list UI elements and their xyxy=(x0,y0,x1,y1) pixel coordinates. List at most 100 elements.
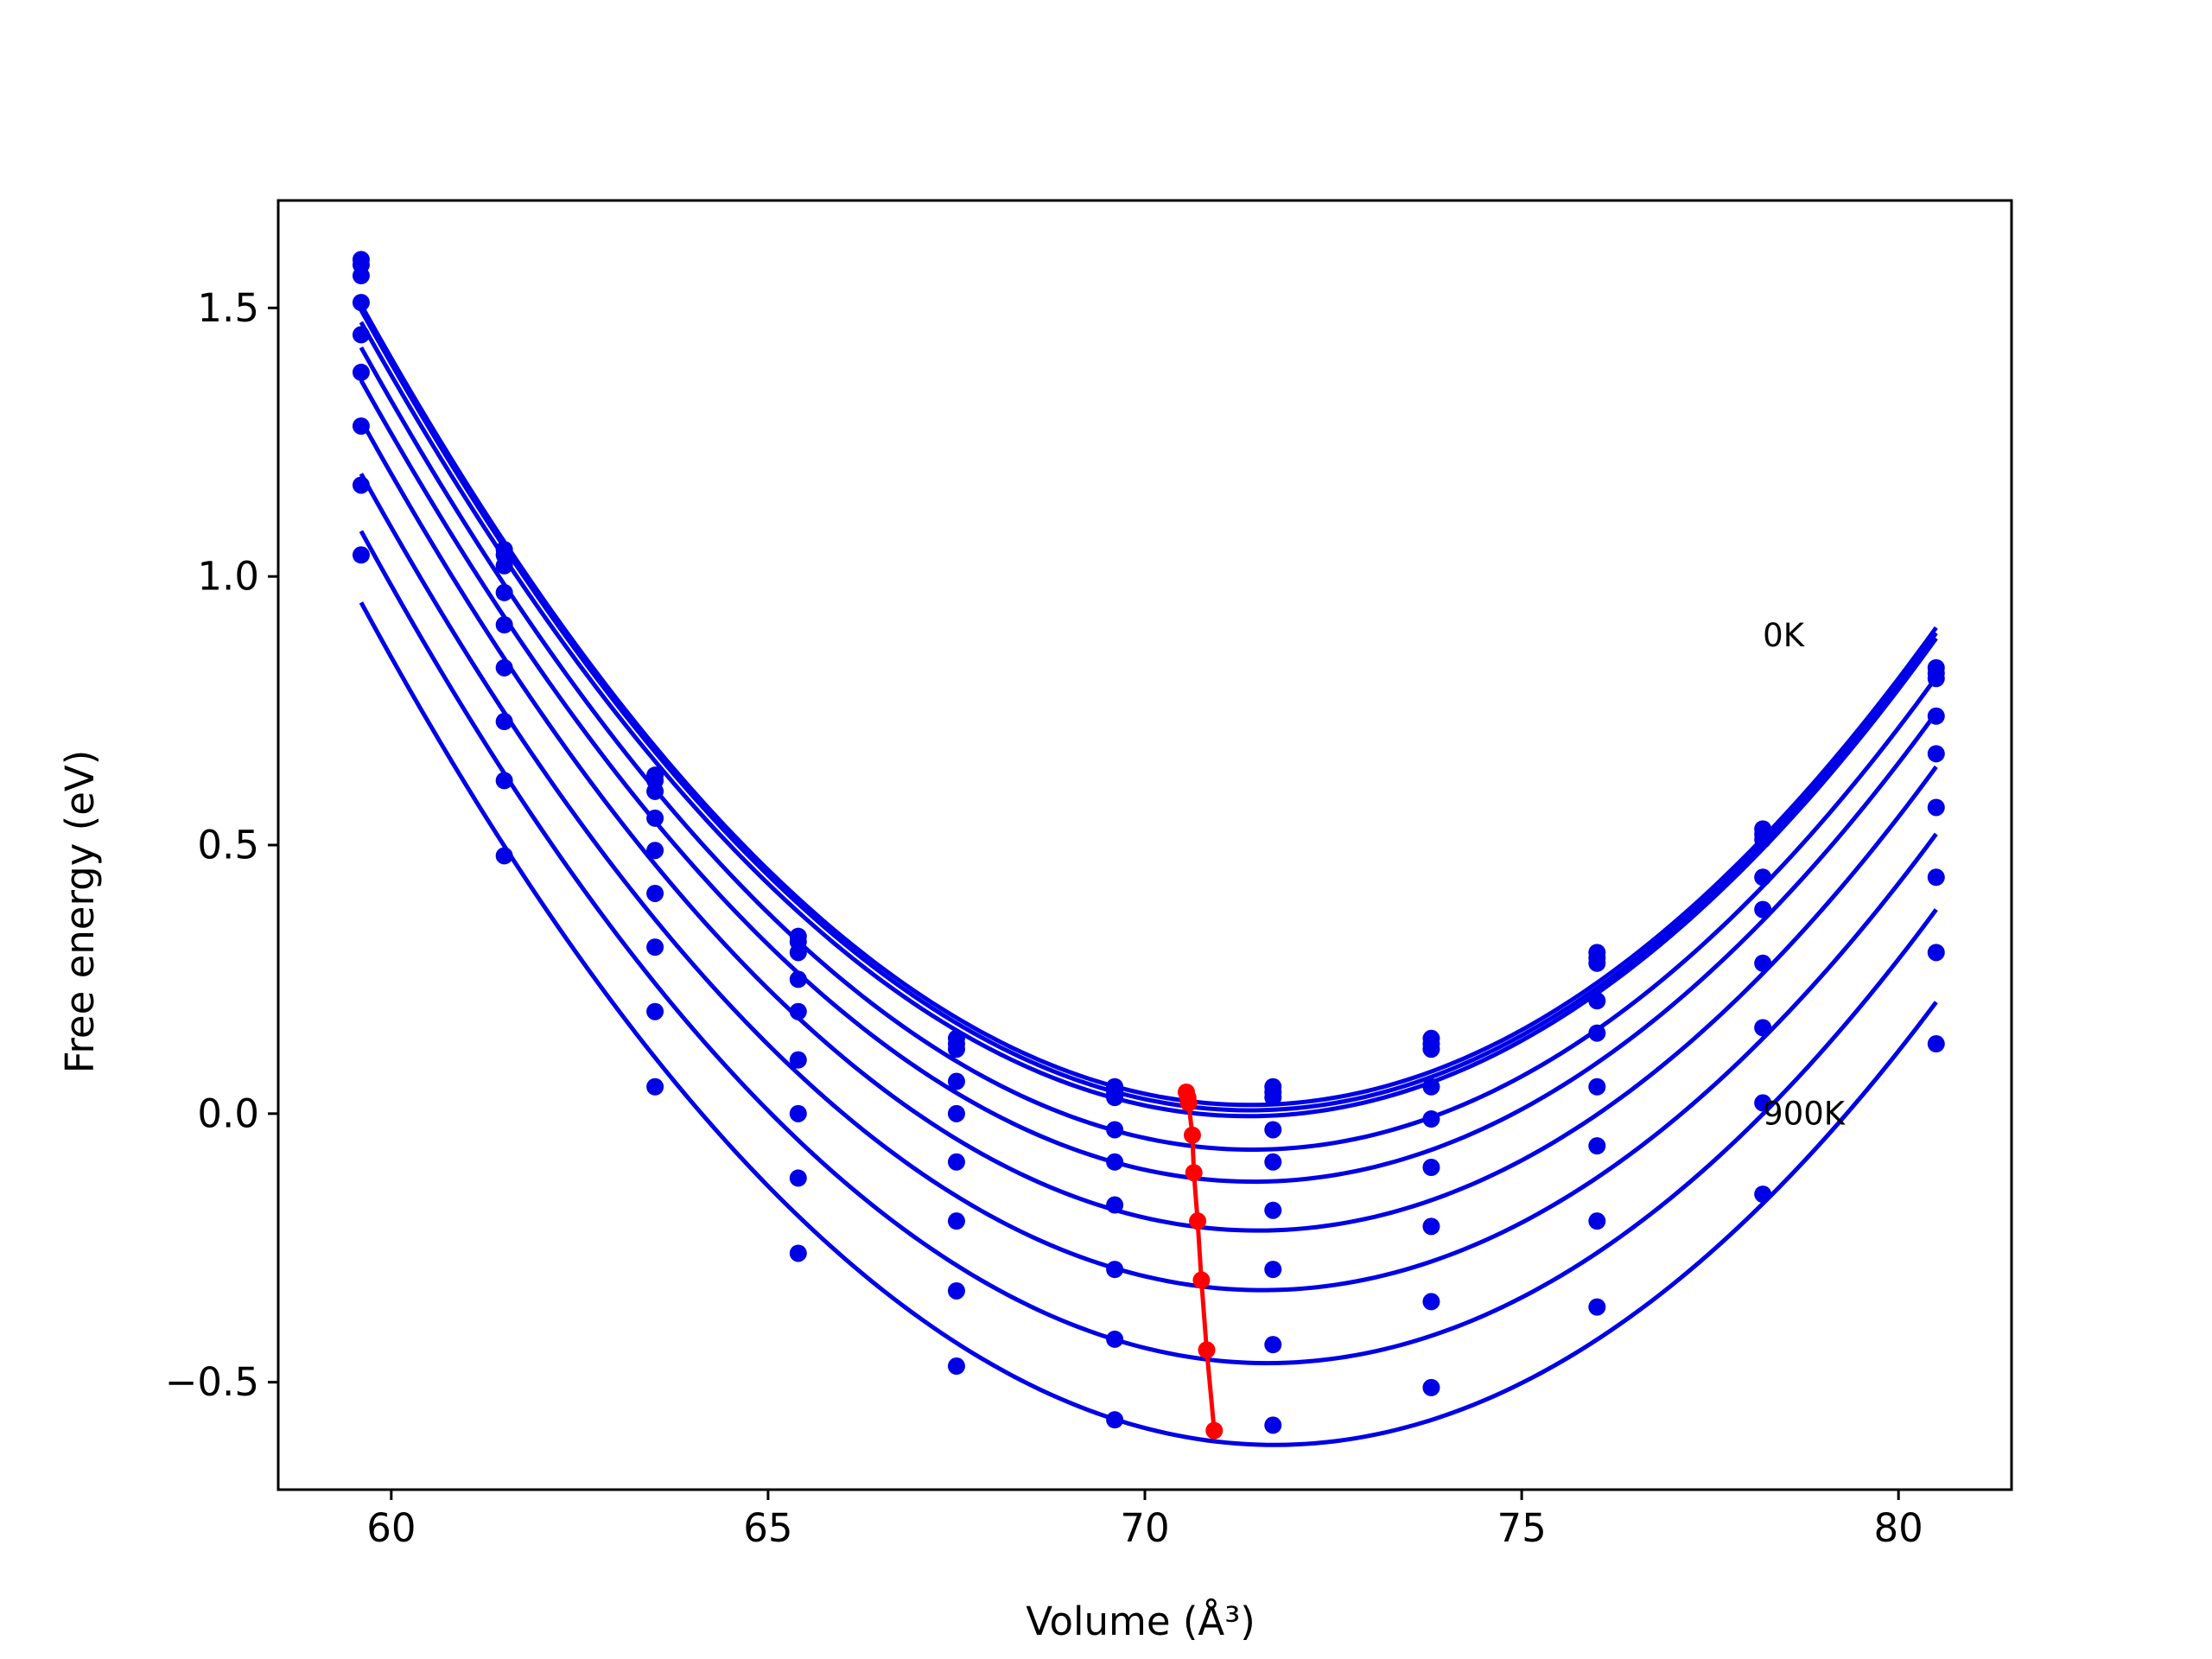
series-4-point-9 xyxy=(1754,900,1772,918)
series-3-point-8 xyxy=(1588,992,1606,1010)
series-2-point-6 xyxy=(1264,1089,1282,1107)
y-tick-label-2: 0.5 xyxy=(197,823,259,868)
x-tick-label-2: 70 xyxy=(1120,1505,1169,1551)
series-4-point-0 xyxy=(352,326,370,344)
series-8-point-5 xyxy=(1106,1411,1124,1429)
series-7-point-6 xyxy=(1264,1336,1282,1354)
series-4-point-7 xyxy=(1422,1110,1440,1128)
x-tick-label-0: 60 xyxy=(366,1505,416,1551)
series-line-6 xyxy=(359,473,1938,1293)
series-5-point-3 xyxy=(789,1051,807,1069)
series-5-point-7 xyxy=(1422,1159,1440,1176)
series-4-point-4 xyxy=(947,1104,965,1122)
curves-layer xyxy=(352,251,1945,1447)
series-3-point-7 xyxy=(1422,1077,1440,1096)
series-7-point-9 xyxy=(1754,1094,1772,1112)
series-2-point-0 xyxy=(352,267,370,285)
series-5-point-2 xyxy=(646,884,664,902)
series-7-point-1 xyxy=(495,772,513,790)
annotation-1: 900K xyxy=(1763,1095,1847,1132)
series-3-point-0 xyxy=(352,294,370,312)
series-7-point-4 xyxy=(947,1281,965,1300)
x-axis-label: Volume (Å³) xyxy=(1026,1599,1255,1644)
series-4-point-10 xyxy=(1927,745,1945,763)
series-line-8 xyxy=(359,601,1938,1447)
series-7-point-7 xyxy=(1422,1293,1440,1311)
series-6-point-5 xyxy=(1106,1261,1124,1279)
series-5-point-0 xyxy=(352,363,370,381)
series-6-point-8 xyxy=(1588,1137,1606,1155)
series-6-point-9 xyxy=(1754,1019,1772,1037)
series-2-point-4 xyxy=(947,1040,965,1058)
series-6-point-0 xyxy=(352,417,370,435)
series-3-point-5 xyxy=(1106,1121,1124,1139)
series-4-point-8 xyxy=(1588,1024,1606,1042)
series-8-point-6 xyxy=(1264,1416,1282,1434)
series-5-point-6 xyxy=(1264,1201,1282,1219)
series-6-point-10 xyxy=(1927,868,1945,887)
series-4-point-5 xyxy=(1106,1153,1124,1171)
series-6-point-4 xyxy=(947,1212,965,1230)
series-3-point-9 xyxy=(1754,868,1772,887)
annotations-layer: 0K 900K xyxy=(1763,617,1847,1132)
series-4-point-1 xyxy=(495,616,513,634)
series-2-point-1 xyxy=(495,556,513,575)
series-8-point-9 xyxy=(1754,1185,1772,1204)
minimum-point-2 xyxy=(1179,1094,1198,1112)
x-tick-label-4: 80 xyxy=(1874,1505,1923,1551)
minimum-point-8 xyxy=(1205,1421,1224,1440)
axes-layer: 60 65 70 75 80 −0.5 0.0 0.5 1.0 1.5 xyxy=(165,199,2013,1551)
series-8-point-4 xyxy=(947,1357,965,1376)
series-5-point-5 xyxy=(1106,1196,1124,1214)
series-line-2 xyxy=(359,321,1938,1119)
series-6-point-3 xyxy=(789,1104,807,1122)
series-2-point-9 xyxy=(1754,830,1772,849)
series-2-point-7 xyxy=(1422,1040,1440,1058)
series-line-1 xyxy=(359,308,1938,1113)
y-axis-label: Free energy (eV) xyxy=(57,750,103,1073)
minimum-point-4 xyxy=(1185,1164,1203,1182)
series-line-7 xyxy=(359,530,1938,1366)
series-line-3 xyxy=(359,346,1938,1153)
series-7-point-0 xyxy=(352,476,370,494)
series-7-point-10 xyxy=(1927,944,1945,962)
series-6-point-1 xyxy=(495,713,513,731)
y-tick-label-3: 1.0 xyxy=(197,554,259,600)
series-5-point-4 xyxy=(947,1153,965,1171)
series-2-point-8 xyxy=(1588,954,1606,972)
series-5-point-9 xyxy=(1754,954,1772,972)
series-7-point-2 xyxy=(646,1002,664,1020)
series-4-point-6 xyxy=(1264,1153,1282,1171)
series-7-point-3 xyxy=(789,1169,807,1187)
minimum-point-6 xyxy=(1192,1271,1211,1289)
x-tick-label-1: 65 xyxy=(743,1505,792,1551)
series-8-point-8 xyxy=(1588,1298,1606,1316)
series-6-point-6 xyxy=(1264,1261,1282,1279)
series-3-point-4 xyxy=(947,1072,965,1090)
minima-layer xyxy=(1177,1083,1224,1440)
x-tick-label-3: 75 xyxy=(1497,1505,1546,1551)
minimum-point-3 xyxy=(1183,1126,1201,1144)
series-8-point-7 xyxy=(1422,1378,1440,1396)
series-7-point-5 xyxy=(1106,1330,1124,1348)
series-8-point-10 xyxy=(1927,1035,1945,1053)
annotation-0: 0K xyxy=(1763,617,1806,654)
minimum-point-5 xyxy=(1189,1212,1207,1230)
series-7-point-8 xyxy=(1588,1212,1606,1230)
series-line-5 xyxy=(359,419,1938,1233)
series-line-0 xyxy=(359,303,1938,1108)
series-8-point-1 xyxy=(495,847,513,865)
series-8-point-2 xyxy=(646,1077,664,1096)
series-line-4 xyxy=(359,379,1938,1185)
y-tick-label-0: −0.5 xyxy=(165,1359,259,1405)
series-8-point-3 xyxy=(789,1244,807,1262)
y-tick-label-1: 0.0 xyxy=(197,1090,259,1136)
series-5-point-1 xyxy=(495,658,513,677)
series-6-point-2 xyxy=(646,938,664,957)
series-8-point-0 xyxy=(352,546,370,564)
series-5-point-8 xyxy=(1588,1077,1606,1096)
series-4-point-2 xyxy=(646,842,664,860)
series-6-point-7 xyxy=(1422,1217,1440,1236)
